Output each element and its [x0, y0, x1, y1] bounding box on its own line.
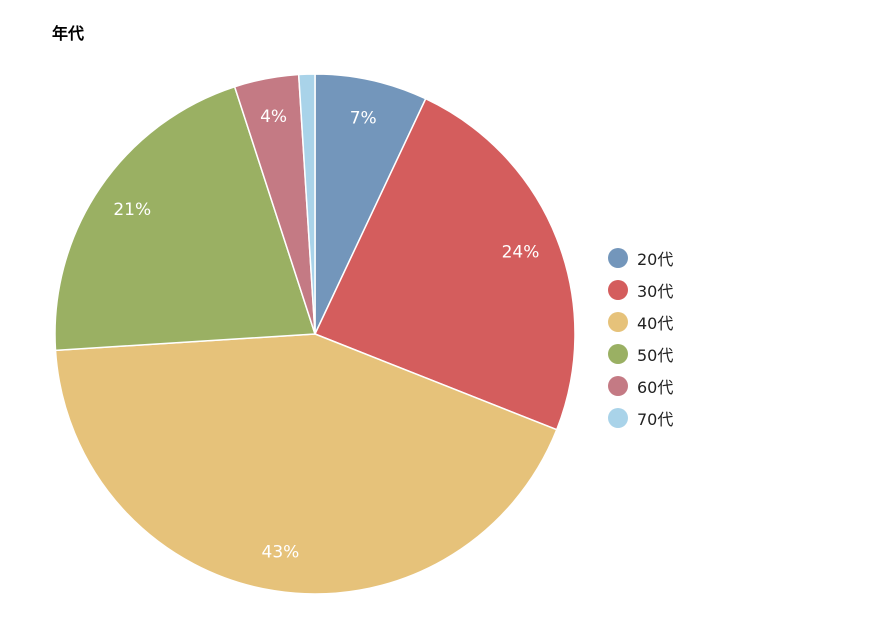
pie-slice-1: [314, 73, 427, 335]
slice-label-3: 43%: [262, 542, 300, 562]
legend-swatch: [608, 408, 628, 428]
slice-label-5: 4%: [260, 107, 287, 127]
legend-label: 20代: [637, 250, 674, 269]
legend-item-3: 40代: [608, 306, 673, 338]
legend: 20代 30代 40代 50代 60代 70代: [608, 242, 673, 434]
pie-slice-6: [297, 73, 316, 335]
legend-label: 40代: [637, 314, 674, 333]
legend-item-6: 70代: [608, 402, 673, 434]
legend-swatch: [608, 376, 628, 396]
legend-swatch: [608, 312, 628, 332]
slice-label-2: 24%: [502, 243, 540, 263]
pie-slices: [54, 73, 576, 595]
pie-slice-labels: 7% 24% 43% 21% 4%: [113, 107, 539, 562]
legend-swatch: [608, 248, 628, 268]
chart-title: 年代: [52, 24, 85, 43]
pie-slice-4: [54, 85, 317, 352]
legend-label: 50代: [637, 346, 674, 365]
slice-label-4: 21%: [113, 200, 151, 220]
legend-swatch: [608, 280, 628, 300]
pie-slice-3: [54, 333, 558, 595]
legend-item-5: 60代: [608, 370, 673, 402]
legend-item-2: 30代: [608, 274, 673, 306]
legend-label: 30代: [637, 282, 674, 301]
legend-item-4: 50代: [608, 338, 673, 370]
legend-item-1: 20代: [608, 242, 673, 274]
legend-label: 60代: [637, 378, 674, 397]
pie-slice-2: [313, 97, 576, 431]
slice-label-1: 7%: [350, 108, 377, 128]
legend-swatch: [608, 344, 628, 364]
legend-label: 70代: [637, 410, 674, 429]
